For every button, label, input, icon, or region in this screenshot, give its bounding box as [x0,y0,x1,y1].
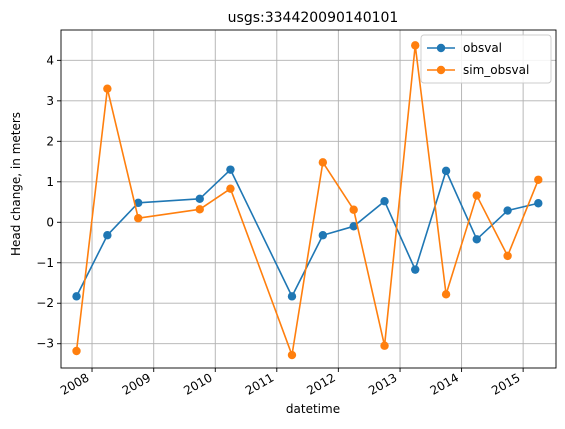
x-tick-label: 2009 [120,370,153,397]
x-tick-label: 2013 [366,370,399,397]
data-point [103,231,112,240]
y-tick-label: 0 [46,215,54,229]
y-tick-label: 1 [46,175,54,189]
data-point [411,41,420,50]
legend-box [420,34,552,84]
data-point [472,191,481,200]
y-tick-label: 3 [46,94,54,108]
data-point [380,197,389,206]
x-tick-label: 2008 [58,370,91,397]
x-tick-label: 2014 [428,370,461,397]
data-point [287,350,297,360]
ticks: 2008 2009 2010 2011 2012 2013 2014 2015 −3 −2 −1 0 1… [36,53,524,398]
data-point [441,290,451,299]
legend-item: sim_obsval [427,63,529,77]
data-point [226,184,235,193]
series-sim_obsval [72,41,543,360]
x-tick-label: 2011 [243,370,276,397]
x-tick-label: 2010 [181,370,214,397]
data-point [349,205,358,214]
legend-label: obsval [463,41,502,55]
plot-frame [60,29,557,369]
data-point [134,198,143,208]
legend-label: sim_obsval [463,63,529,77]
data-point [72,292,81,301]
data-point [349,222,358,231]
data-point [72,346,81,356]
data-point [411,265,420,274]
legend-item: obsval [427,41,502,55]
data-point [472,235,481,244]
data-point [318,231,328,240]
y-tick-label: −1 [36,256,54,270]
data-point [134,214,143,223]
data-point [380,341,389,350]
y-tick-label: 2 [46,134,54,148]
x-axis-label: datetime [286,402,340,416]
data-point [287,292,297,301]
x-tick-label: 2012 [304,370,337,397]
data-point [226,165,235,174]
y-tick-label: 4 [46,53,54,67]
legend-marker [436,65,446,75]
series-obsval [72,165,543,301]
data-point [534,199,543,208]
data-point [195,194,204,203]
y-axis-label: Head change, in meters [9,112,23,256]
data-point [503,251,512,261]
legend: obsval sim_obsval [420,34,552,84]
data-point [103,84,112,93]
data-point [318,158,328,167]
series-line [75,44,540,356]
x-tick-label: 2015 [489,370,522,397]
chart-title: usgs:334420090140101 [228,10,399,26]
series-line [75,168,539,298]
data-point [503,206,512,215]
data-point [534,175,543,184]
y-tick-label: −3 [36,337,54,351]
series-layer [72,41,543,360]
y-tick-label: −2 [36,296,54,310]
data-point [441,166,451,176]
data-point [195,205,204,214]
legend-marker [436,43,446,53]
